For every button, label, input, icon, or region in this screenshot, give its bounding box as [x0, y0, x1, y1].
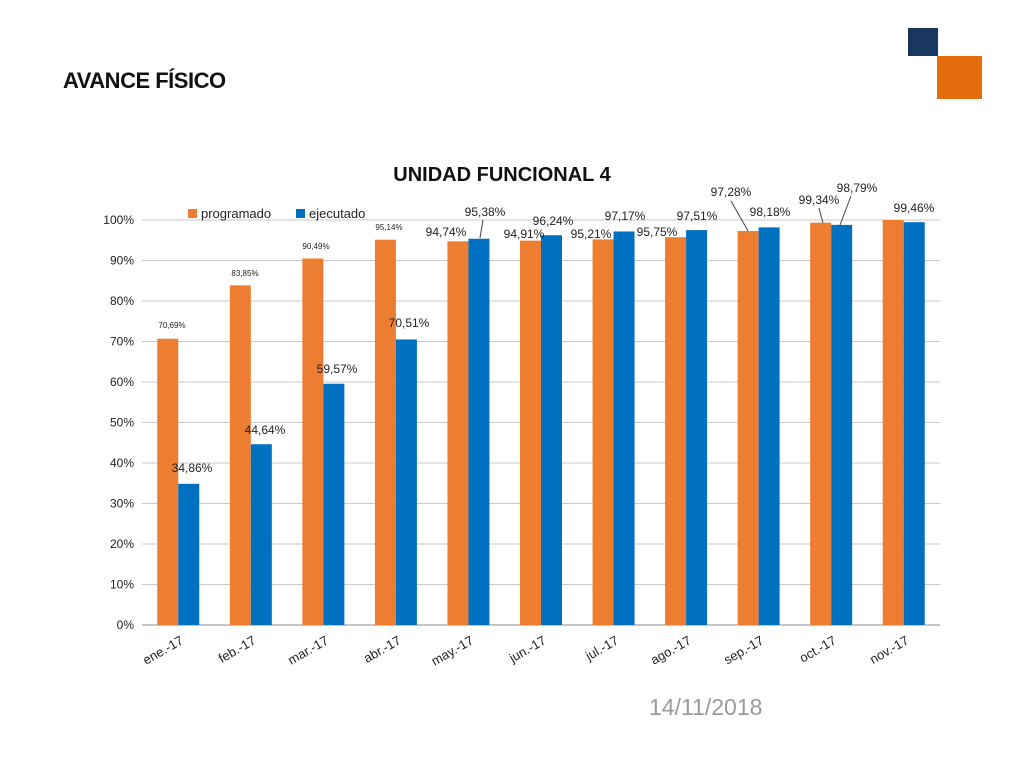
ejecutado-data-label: 96,24% [533, 214, 574, 228]
programado-bar [665, 237, 687, 625]
x-tick-label: ene.-17 [140, 633, 186, 668]
y-tick-label: 60% [110, 375, 134, 389]
ejecutado-data-label: 44,64% [245, 423, 286, 437]
programado-data-label: 99,34% [799, 193, 840, 207]
legend-label-programado: programado [201, 206, 271, 221]
y-tick-label: 40% [110, 456, 134, 470]
ejecutado-data-label: 97,17% [605, 209, 646, 223]
programado-bar [737, 231, 759, 626]
ejecutado-bar [468, 238, 490, 625]
programado-data-label: 70,69% [158, 321, 185, 330]
data-label-leader-line [818, 207, 824, 224]
ejecutado-bar [903, 222, 925, 625]
ejecutado-bar [831, 224, 853, 625]
y-tick-label: 20% [110, 537, 134, 551]
x-tick-label: feb.-17 [216, 633, 259, 666]
programado-bar [520, 240, 541, 625]
page-title: AVANCE FÍSICO [63, 68, 226, 93]
programado-data-label: 95,75% [637, 225, 678, 239]
x-tick-label: sep.-17 [721, 633, 766, 668]
decorative-square-dark [908, 28, 938, 56]
ejecutado-data-label: 34,86% [172, 461, 213, 475]
y-tick-label: 0% [117, 618, 135, 632]
ejecutado-data-label: 95,38% [465, 205, 506, 219]
x-tick-label: may.-17 [429, 633, 476, 669]
programado-data-label: 90,49% [302, 242, 329, 251]
x-tick-label: jun.-17 [506, 633, 549, 666]
programado-bar [810, 222, 832, 625]
programado-bar [447, 241, 469, 626]
programado-data-label: 95,14% [375, 223, 402, 232]
x-tick-label: mar.-17 [285, 633, 331, 668]
data-label-leader-line [479, 219, 484, 239]
programado-data-label: 83,85% [231, 269, 258, 278]
y-tick-label: 30% [110, 497, 134, 511]
x-tick-label: oct.-17 [797, 633, 839, 666]
y-tick-label: 90% [110, 254, 134, 268]
data-label-leader-line [839, 195, 852, 226]
legend-swatch-ejecutado [296, 209, 305, 218]
programado-bar [229, 285, 251, 625]
y-tick-label: 10% [110, 578, 134, 592]
ejecutado-bar [541, 235, 562, 625]
ejecutado-data-label: 97,51% [677, 209, 718, 223]
ejecutado-data-label: 98,79% [837, 181, 878, 195]
programado-data-label: 95,21% [571, 227, 612, 241]
programado-bar [882, 220, 904, 625]
ejecutado-bar [758, 227, 780, 625]
x-tick-label: abr.-17 [361, 633, 404, 666]
x-tick-label: nov.-17 [867, 633, 911, 667]
slide-date: 14/11/2018 [649, 694, 763, 720]
data-label-leader-line [730, 200, 749, 232]
ejecutado-bar [323, 383, 345, 625]
programado-data-label: 94,74% [426, 225, 467, 239]
y-tick-label: 100% [103, 213, 134, 227]
programado-bar [157, 338, 179, 625]
y-tick-label: 50% [110, 416, 134, 430]
y-tick-label: 80% [110, 294, 134, 308]
legend-label-ejecutado: ejecutado [309, 206, 365, 221]
decorative-square-orange [937, 56, 982, 99]
ejecutado-data-label: 99,46% [894, 201, 935, 215]
ejecutado-bar [613, 231, 635, 626]
programado-bar [592, 239, 614, 625]
y-tick-label: 70% [110, 335, 134, 349]
x-tick-label: ago.-17 [648, 633, 694, 668]
ejecutado-bar [395, 339, 417, 625]
ejecutado-bar [686, 230, 708, 625]
ejecutado-bar [178, 483, 200, 625]
x-tick-label: jul.-17 [582, 633, 621, 664]
chart-title: UNIDAD FUNCIONAL 4 [393, 164, 611, 186]
programado-bar [302, 258, 324, 625]
legend-swatch-programado [188, 209, 197, 218]
ejecutado-data-label: 70,51% [389, 316, 430, 330]
programado-data-label: 97,28% [711, 185, 752, 199]
programado-bar [374, 239, 396, 626]
ejecutado-data-label: 59,57% [317, 362, 358, 376]
ejecutado-data-label: 98,18% [750, 205, 791, 219]
programado-data-label: 94,91% [504, 227, 545, 241]
ejecutado-bar [250, 444, 272, 625]
